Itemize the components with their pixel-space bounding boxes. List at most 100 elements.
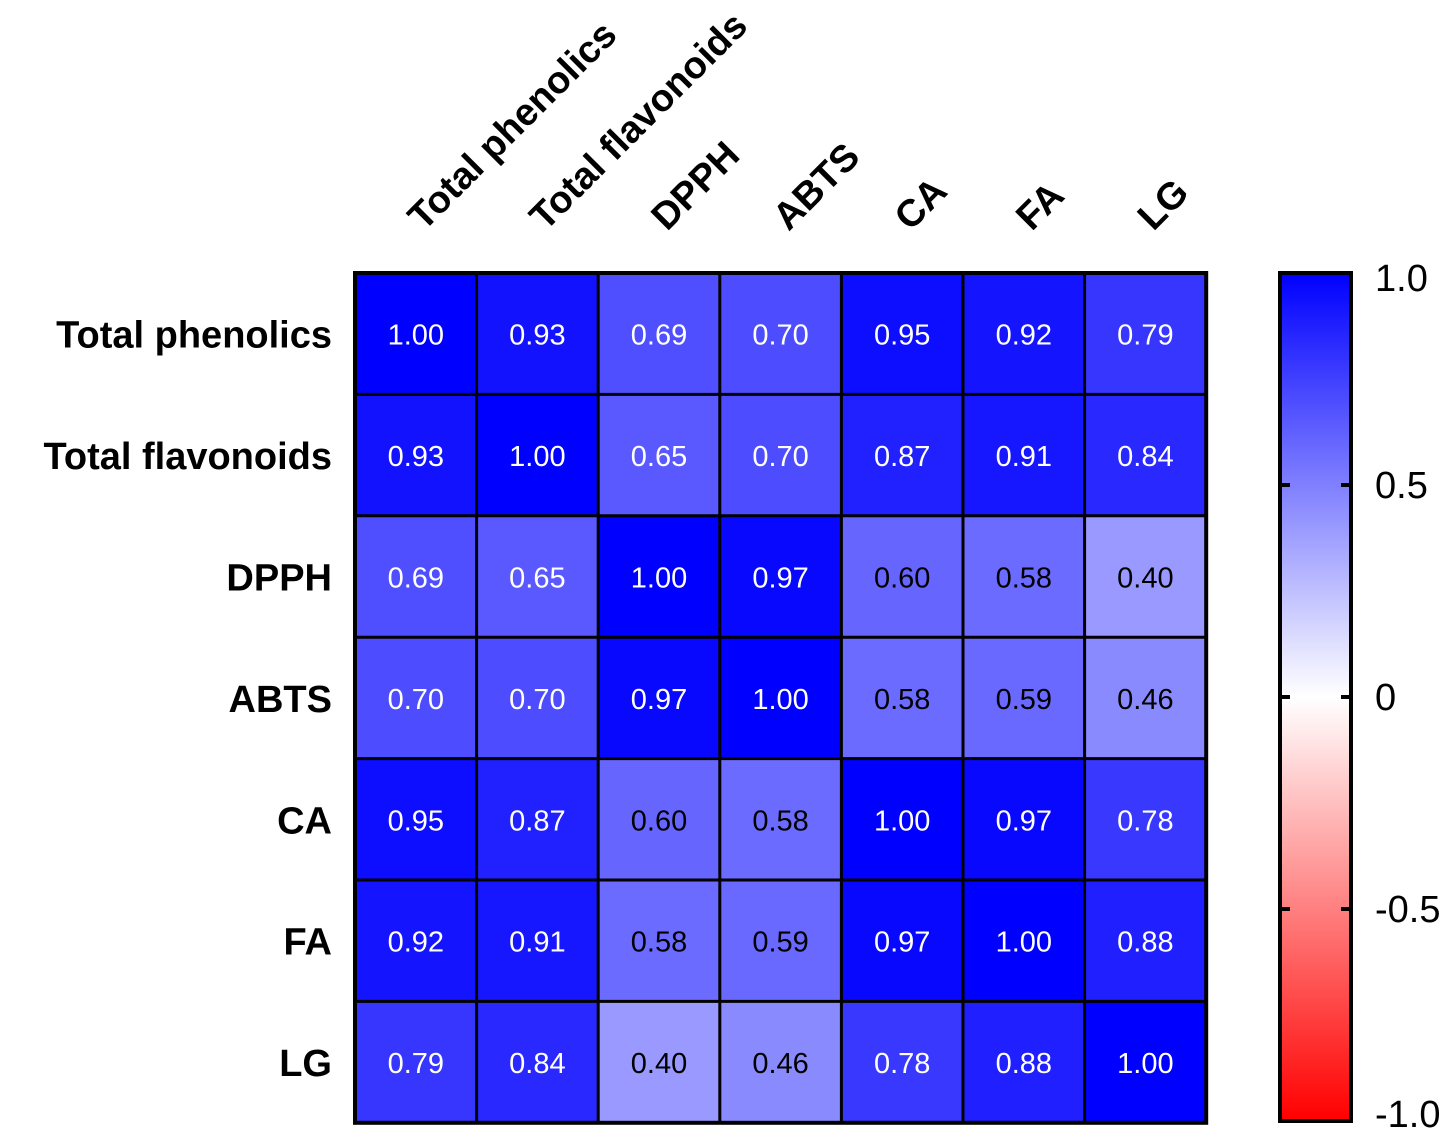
heatmap-cell-ca-abts	[719, 758, 842, 881]
colorbar-tick-label: 0.5	[1375, 465, 1428, 507]
cell-value-label: 0.46	[1117, 684, 1173, 716]
heatmap-cell-abts-ca	[841, 637, 964, 760]
heatmap-cell-fa-fa	[963, 880, 1086, 1002]
cell-value-label: 0.93	[388, 441, 444, 473]
cell-value-label: 0.84	[509, 1048, 565, 1080]
heatmap-cell-total-phenolics-ca	[841, 273, 964, 395]
column-label-total-flavonoids: Total flavonoids	[522, 5, 756, 239]
cell-value-label: 1.00	[996, 927, 1052, 959]
cell-value-label: 0.97	[874, 927, 930, 959]
heatmap-cell-total-phenolics-abts	[719, 273, 842, 395]
heatmap-cell-dpph-abts	[719, 515, 842, 638]
heatmap-cell-abts-fa	[963, 637, 1086, 760]
cell-value-label: 0.70	[388, 684, 444, 716]
column-label-fa: FA	[1008, 174, 1072, 238]
heatmap-cell-total-flavonoids-lg	[1084, 394, 1207, 517]
heatmap-grid	[353, 271, 1209, 1125]
column-label-dpph: DPPH	[644, 134, 748, 238]
heatmap-cell-lg-ca	[841, 1001, 964, 1124]
cell-value-label: 0.97	[752, 563, 808, 595]
heatmap-cell-fa-total-phenolics	[355, 880, 478, 1002]
heatmap-cell-abts-abts	[719, 637, 842, 760]
heatmap-cell-abts-lg	[1084, 637, 1207, 760]
colorbar: 1.0 0.5 0 -0.5 -1.0	[1278, 258, 1440, 1136]
cell-value-label: 0.79	[1117, 320, 1173, 352]
cell-value-label: 0.92	[996, 320, 1052, 352]
heatmap-cell-dpph-lg	[1084, 515, 1207, 638]
heatmap-cell-ca-fa	[963, 758, 1086, 881]
heatmap-cell-ca-total-phenolics	[355, 758, 478, 881]
cell-value-label: 0.97	[996, 805, 1052, 837]
heatmap-border	[353, 271, 1209, 1125]
heatmap-value-labels: 1.00 0.93 0.69 0.70 0.95 0.92 0.79 0.93 1.00 0.65…	[388, 320, 1174, 1080]
cell-value-label: 0.88	[996, 1048, 1052, 1080]
cell-value-label: 0.78	[1117, 805, 1173, 837]
heatmap-cell-total-flavonoids-dpph	[598, 394, 721, 517]
cell-value-label: 0.95	[874, 320, 930, 352]
heatmap-cell-lg-dpph	[598, 1001, 721, 1124]
cell-value-label: 0.59	[996, 684, 1052, 716]
heatmap-cell-total-phenolics-fa	[963, 273, 1086, 395]
cell-value-label: 0.88	[1117, 927, 1173, 959]
heatmap-cell-fa-ca	[841, 880, 964, 1002]
cell-value-label: 0.59	[752, 927, 808, 959]
heatmap-cell-lg-total-flavonoids	[476, 1001, 599, 1124]
cell-value-label: 0.95	[388, 805, 444, 837]
column-label-total-phenolics: Total phenolics	[400, 14, 625, 239]
column-label-lg: LG	[1130, 171, 1197, 238]
row-label-ca: CA	[277, 800, 332, 842]
heatmap-cell-lg-lg	[1084, 1001, 1207, 1124]
cell-value-label: 0.87	[874, 441, 930, 473]
colorbar-tick-label: -1.0	[1375, 1094, 1440, 1136]
cell-value-label: 0.69	[388, 563, 444, 595]
cell-value-label: 1.00	[631, 563, 687, 595]
heatmap-cell-total-flavonoids-fa	[963, 394, 1086, 517]
heatmap-cell-abts-total-phenolics	[355, 637, 478, 760]
cell-value-label: 0.84	[1117, 441, 1173, 473]
cell-value-label: 0.40	[631, 1048, 687, 1080]
heatmap-cell-total-flavonoids-total-phenolics	[355, 394, 478, 517]
heatmap-cell-dpph-ca	[841, 515, 964, 638]
cell-value-label: 1.00	[1117, 1048, 1173, 1080]
heatmap-cell-total-flavonoids-abts	[719, 394, 842, 517]
column-label-ca: CA	[887, 170, 956, 239]
heatmap-cell-fa-total-flavonoids	[476, 880, 599, 1002]
heatmap-cell-lg-total-phenolics	[355, 1001, 478, 1124]
cell-value-label: 0.93	[509, 320, 565, 352]
cell-value-label: 0.91	[996, 441, 1052, 473]
row-labels: Total phenolics Total flavonoids DPPH ABTS C…	[43, 315, 332, 1085]
colorbar-tick-label: 1.0	[1375, 258, 1428, 300]
row-label-abts: ABTS	[229, 679, 332, 721]
cell-value-label: 1.00	[874, 805, 930, 837]
heatmap-cell-lg-fa	[963, 1001, 1086, 1124]
heatmap-cell-total-phenolics-total-phenolics	[355, 273, 478, 395]
column-label-abts: ABTS	[765, 136, 868, 239]
cell-value-label: 0.78	[874, 1048, 930, 1080]
heatmap-cell-total-flavonoids-ca	[841, 394, 964, 517]
row-label-dpph: DPPH	[226, 558, 332, 600]
heatmap-cell-total-flavonoids-total-flavonoids	[476, 394, 599, 517]
cell-value-label: 1.00	[388, 320, 444, 352]
cell-value-label: 0.79	[388, 1048, 444, 1080]
cell-value-label: 0.70	[752, 320, 808, 352]
cell-value-label: 0.58	[631, 927, 687, 959]
heatmap-cell-fa-abts	[719, 880, 842, 1002]
row-label-total-flavonoids: Total flavonoids	[43, 436, 332, 478]
heatmap-cell-dpph-total-flavonoids	[476, 515, 599, 638]
row-label-lg: LG	[279, 1043, 332, 1085]
cell-value-label: 0.60	[631, 805, 687, 837]
heatmap-cell-dpph-total-phenolics	[355, 515, 478, 638]
cell-value-label: 0.58	[996, 563, 1052, 595]
cell-value-label: 0.70	[752, 441, 808, 473]
heatmap-cell-ca-total-flavonoids	[476, 758, 599, 881]
cell-value-label: 1.00	[752, 684, 808, 716]
cell-value-label: 0.65	[509, 563, 565, 595]
heatmap-cell-total-phenolics-total-flavonoids	[476, 273, 599, 395]
cell-value-label: 0.40	[1117, 563, 1173, 595]
heatmap-cell-total-phenolics-lg	[1084, 273, 1207, 395]
heatmap-cell-ca-dpph	[598, 758, 721, 881]
heatmap-cell-lg-abts	[719, 1001, 842, 1124]
heatmap-cell-ca-lg	[1084, 758, 1207, 881]
cell-value-label: 0.46	[752, 1048, 808, 1080]
